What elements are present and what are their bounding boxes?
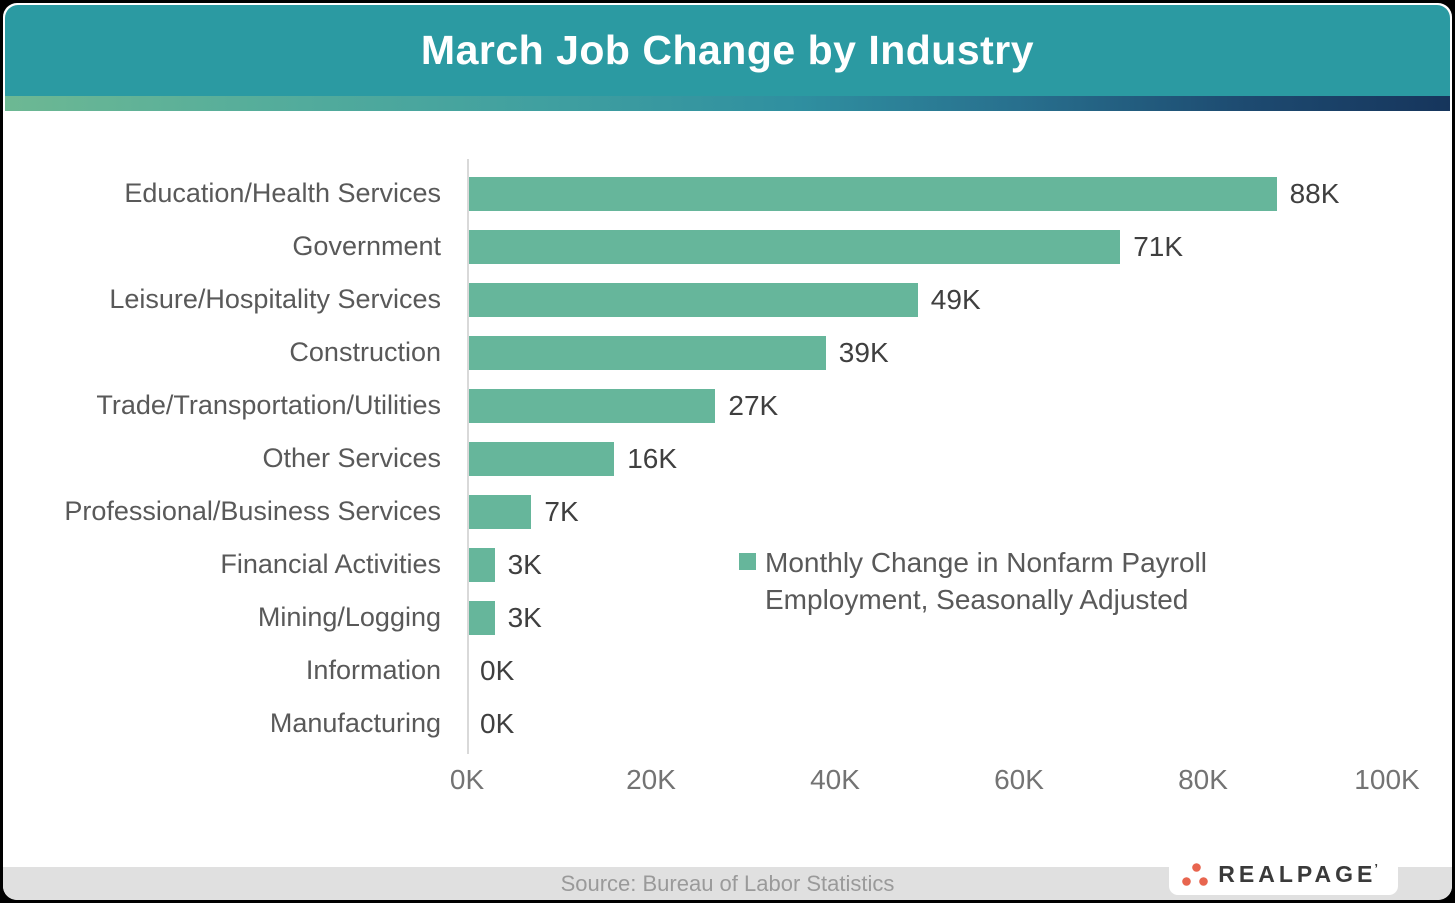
x-tick-label: 40K (810, 764, 860, 795)
bar (467, 547, 495, 582)
chart-row: Government 71K (3, 220, 1452, 273)
bar (467, 388, 716, 423)
bar (467, 494, 532, 529)
bar (467, 335, 826, 370)
bar-cell: 3K (467, 538, 1387, 591)
bar-cell: 0K (467, 697, 1387, 750)
bar-cell: 3K (467, 591, 1387, 644)
logo-dots-icon (1182, 862, 1209, 886)
value-label: 3K (507, 601, 542, 633)
source-text: Source: Bureau of Labor Statistics (560, 871, 895, 896)
bar (467, 441, 615, 476)
bar-cell: 16K (467, 432, 1387, 485)
header-gradient-strip (5, 96, 1450, 111)
header-banner: March Job Change by Industry (5, 5, 1450, 96)
value-label: 88K (1289, 177, 1340, 209)
chart-row: Financial Activities 3K (3, 538, 1452, 591)
category-label: Trade/Transportation/Utilities (96, 390, 441, 420)
chart-rows: Education/Health Services 88K Government… (3, 167, 1452, 750)
bar (467, 600, 495, 635)
category-label: Construction (289, 337, 441, 367)
bar-cell: 7K (467, 485, 1387, 538)
category-label: Leisure/Hospitality Services (109, 284, 441, 314)
chart-card: March Job Change by Industry Education/H… (3, 3, 1452, 900)
x-tick-label: 100K (1354, 764, 1420, 795)
category-label: Government (292, 231, 441, 261)
legend-label: Monthly Change in Nonfarm Payroll Employ… (765, 547, 1207, 615)
value-label: 39K (838, 336, 889, 368)
category-label: Financial Activities (220, 549, 441, 579)
logo-text: REALPAGE’ (1218, 861, 1382, 887)
logo-trademark: ’ (1374, 861, 1382, 877)
category-label: Professional/Business Services (64, 496, 441, 526)
value-label: 7K (544, 495, 579, 527)
bar (467, 229, 1121, 264)
chart-row: Mining/Logging 3K (3, 591, 1452, 644)
bar-cell: 0K (467, 644, 1387, 697)
x-tick-label: 0K (449, 764, 485, 795)
bar-cell: 49K (467, 273, 1387, 326)
chart-row: Leisure/Hospitality Services 49K (3, 273, 1452, 326)
chart-row: Information 0K (3, 644, 1452, 697)
category-label: Education/Health Services (124, 178, 441, 208)
x-tick-label: 80K (1178, 764, 1228, 795)
chart-row: Construction 39K (3, 326, 1452, 379)
value-label: 71K (1133, 230, 1184, 262)
chart-legend: Monthly Change in Nonfarm Payroll Employ… (739, 545, 1259, 619)
y-axis-line (467, 159, 469, 754)
value-label: 16K (627, 442, 678, 474)
x-axis: 0K 20K 40K 60K 80K 100K (450, 764, 1420, 802)
chart-row: Other Services 16K (3, 432, 1452, 485)
chart-plot-area: Education/Health Services 88K Government… (3, 159, 1452, 754)
x-tick-label: 60K (994, 764, 1044, 795)
value-label: 0K (480, 654, 515, 686)
x-tick-label: 20K (626, 764, 676, 795)
category-label: Mining/Logging (257, 602, 441, 632)
chart-row: Trade/Transportation/Utilities 27K (3, 379, 1452, 432)
chart-row: Professional/Business Services 7K (3, 485, 1452, 538)
value-label: 49K (930, 283, 981, 315)
bar-cell: 88K (467, 167, 1387, 220)
realpage-logo: REALPAGE’ (1169, 854, 1398, 895)
legend-swatch (739, 553, 756, 570)
value-label: 3K (507, 548, 542, 580)
category-label: Manufacturing (269, 708, 441, 738)
category-label: Other Services (262, 443, 441, 473)
chart-row: Manufacturing 0K (3, 697, 1452, 750)
value-label: 0K (480, 707, 515, 739)
bar (467, 176, 1277, 211)
bar-cell: 39K (467, 326, 1387, 379)
page-title: March Job Change by Industry (420, 27, 1035, 73)
bar (467, 282, 918, 317)
chart-row: Education/Health Services 88K (3, 167, 1452, 220)
bar-cell: 27K (467, 379, 1387, 432)
category-label: Information (305, 655, 441, 685)
value-label: 27K (728, 389, 779, 421)
bar-cell: 71K (467, 220, 1387, 273)
